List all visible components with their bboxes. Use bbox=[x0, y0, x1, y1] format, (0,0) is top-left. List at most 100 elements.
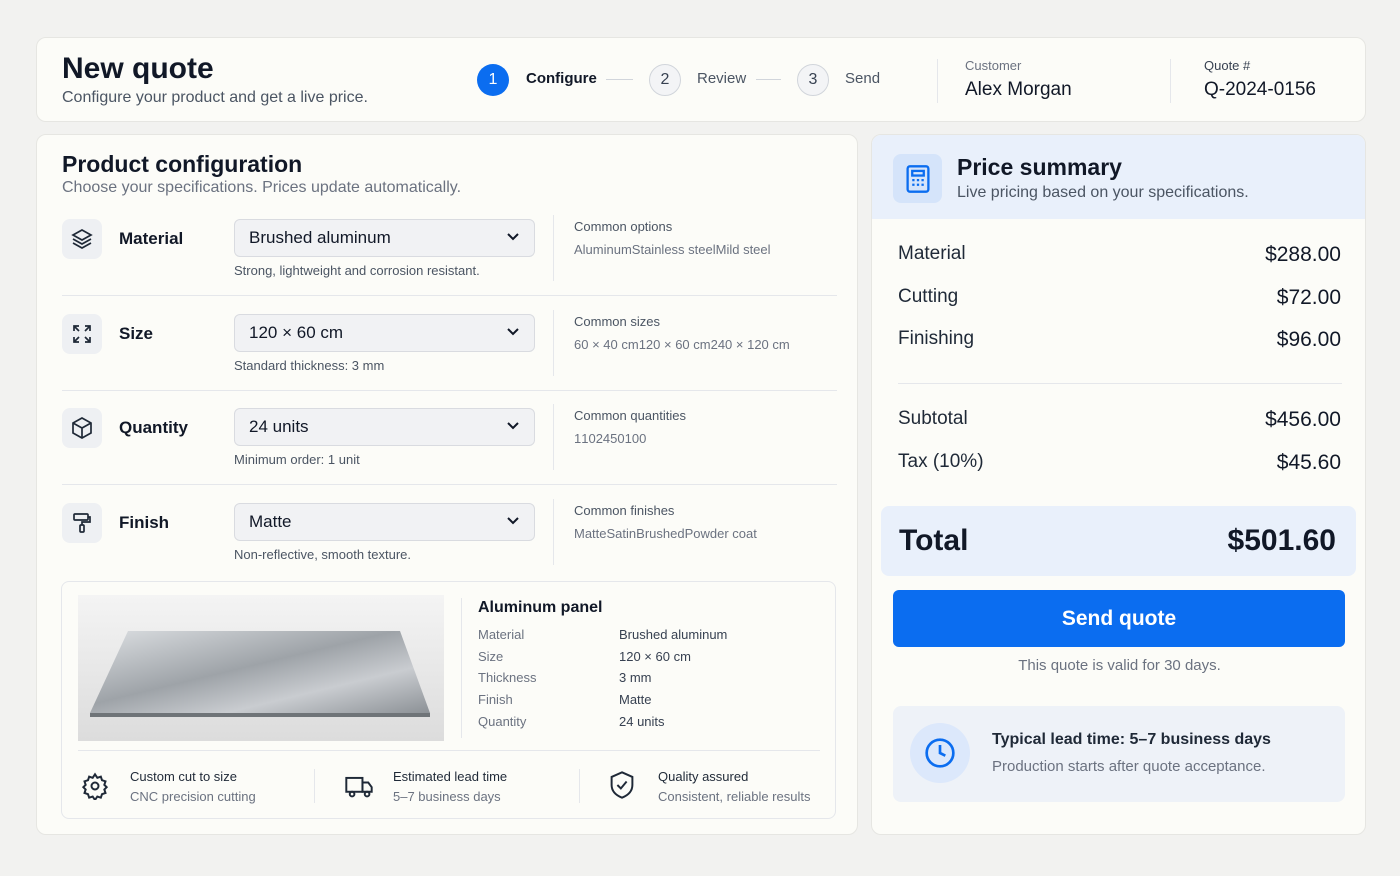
options-title: Common sizes bbox=[574, 313, 660, 329]
option[interactable]: Stainless steel bbox=[631, 242, 716, 257]
spec-value: 24 units bbox=[619, 713, 665, 729]
customer-name: Alex Morgan bbox=[965, 79, 1072, 100]
option[interactable]: Matte bbox=[574, 525, 607, 541]
panel-image bbox=[78, 595, 444, 741]
price-label: Subtotal bbox=[898, 408, 968, 429]
divider bbox=[553, 404, 554, 470]
option[interactable]: 240 × 120 cm bbox=[710, 336, 790, 352]
summary-title: Price summary bbox=[957, 154, 1122, 180]
option[interactable]: 120 × 60 cm bbox=[638, 336, 711, 352]
total-label: Total bbox=[899, 524, 969, 557]
select[interactable]: 120 × 60 cm bbox=[234, 313, 535, 352]
row-divider bbox=[62, 484, 837, 485]
select[interactable]: Matte bbox=[234, 502, 535, 541]
step-label[interactable]: Configure bbox=[526, 70, 597, 87]
summary-panel: Price summary Live pricing based on your… bbox=[871, 134, 1366, 835]
header: New quote Configure your product and get… bbox=[36, 37, 1366, 122]
row-icon bbox=[62, 408, 102, 448]
row-hint: Standard thickness: 3 mm bbox=[234, 357, 385, 373]
option[interactable]: Powder coat bbox=[684, 525, 757, 541]
customer-label: Customer bbox=[965, 58, 1022, 73]
row-label: Finish bbox=[119, 512, 170, 532]
row-hint: Strong, lightweight and corrosion resist… bbox=[234, 263, 480, 278]
quote-label: Quote # bbox=[1204, 58, 1251, 73]
step-label[interactable]: Send bbox=[845, 70, 881, 87]
option[interactable]: 50 bbox=[610, 431, 625, 446]
lead-title: Typical lead time: 5–7 business days bbox=[992, 731, 1271, 748]
price-value: $96.00 bbox=[1276, 328, 1341, 351]
spec-value: 3 mm bbox=[619, 670, 652, 686]
row-hint: Minimum order: 1 unit bbox=[234, 452, 360, 467]
spec-value: Brushed aluminum bbox=[619, 627, 728, 642]
options-title: Common options bbox=[574, 219, 673, 234]
row-label: Quantity bbox=[119, 418, 188, 437]
option[interactable]: 1 bbox=[574, 431, 582, 446]
select[interactable]: 24 units bbox=[234, 408, 535, 446]
option[interactable]: 100 bbox=[624, 431, 647, 446]
select-value: Matte bbox=[249, 511, 292, 531]
divider bbox=[553, 498, 554, 565]
divider bbox=[553, 215, 554, 281]
options-title: Common quantities bbox=[574, 408, 686, 423]
price-value: $45.60 bbox=[1276, 451, 1341, 474]
config-row: Quantity 24 units Minimum order: 1 unit Com… bbox=[62, 404, 837, 498]
options: 60 × 40 cm 120 × 60 cm 240 × 120 cm bbox=[574, 337, 790, 352]
validity-note: This quote is valid for 30 days. bbox=[1018, 657, 1221, 674]
config-row: Material Brushed aluminum Strong, lightwei… bbox=[62, 215, 837, 309]
feature-text: 5–7 business days bbox=[393, 789, 501, 804]
option[interactable]: Brushed bbox=[636, 525, 685, 541]
feature-title: Quality assured bbox=[658, 769, 749, 784]
option[interactable]: Satin bbox=[606, 525, 637, 541]
config-panel: Product configuration Choose your specif… bbox=[36, 134, 858, 835]
lead-text: Production starts after quote acceptance… bbox=[992, 758, 1266, 775]
quote-number: Q-2024-0156 bbox=[1204, 79, 1316, 100]
price-label: Material bbox=[898, 243, 966, 264]
summary-subtitle: Live pricing based on your specification… bbox=[957, 184, 1249, 201]
send-quote-button[interactable]: Send quote bbox=[893, 590, 1345, 647]
select[interactable]: Brushed aluminum bbox=[234, 219, 535, 257]
config-row: Finish Matte Non-reflective, smooth textur… bbox=[62, 498, 837, 593]
row-label: Size bbox=[119, 323, 154, 343]
panel-title: Product configuration bbox=[62, 151, 303, 177]
feature-title: Custom cut to size bbox=[130, 769, 237, 784]
spec-label: Material bbox=[478, 627, 525, 642]
row-divider bbox=[62, 295, 837, 296]
step-label[interactable]: Review bbox=[697, 70, 747, 87]
option[interactable]: 24 bbox=[595, 431, 611, 446]
price-value: $456.00 bbox=[1265, 408, 1341, 431]
total-value: $501.60 bbox=[1227, 524, 1336, 557]
option[interactable]: Aluminum bbox=[574, 242, 632, 257]
config-row: Size 120 × 60 cm Standard thickness: 3 mm C… bbox=[62, 309, 837, 404]
row-hint: Non-reflective, smooth texture. bbox=[234, 546, 412, 562]
subtitle: Configure your product and get a live pr… bbox=[62, 89, 368, 106]
options: Aluminum Stainless steel Mild steel bbox=[574, 242, 771, 257]
option[interactable]: Mild steel bbox=[715, 242, 771, 257]
select-value: 120 × 60 cm bbox=[249, 322, 344, 342]
feature-text: CNC precision cutting bbox=[130, 789, 256, 804]
price-value: $72.00 bbox=[1276, 285, 1341, 309]
row-icon bbox=[62, 219, 102, 259]
feature-title: Estimated lead time bbox=[393, 769, 508, 784]
spec-label: Finish bbox=[478, 692, 513, 708]
preview: Aluminum panel Material Brushed aluminum S… bbox=[61, 581, 836, 819]
step-number: 3 bbox=[797, 64, 829, 96]
preview-title: Aluminum panel bbox=[478, 599, 603, 616]
price-label: Finishing bbox=[898, 328, 975, 349]
price-label: Cutting bbox=[898, 285, 959, 307]
option[interactable]: 10 bbox=[581, 431, 596, 446]
title: New quote bbox=[62, 52, 214, 85]
row-icon bbox=[62, 502, 102, 543]
divider bbox=[553, 309, 554, 376]
spec-value: Matte bbox=[619, 692, 652, 708]
options: Matte Satin Brushed Powder coat bbox=[574, 526, 757, 541]
row-divider bbox=[62, 389, 837, 391]
spec-label: Size bbox=[478, 648, 504, 664]
spec-label: Quantity bbox=[478, 713, 527, 729]
option[interactable]: 60 × 40 cm bbox=[574, 336, 639, 352]
spec-label: Thickness bbox=[478, 670, 537, 686]
select-value: Brushed aluminum bbox=[249, 228, 391, 247]
options: 1 10 24 50 100 bbox=[574, 431, 646, 446]
feature-text: Consistent, reliable results bbox=[658, 789, 811, 804]
step-number: 2 bbox=[649, 64, 681, 96]
